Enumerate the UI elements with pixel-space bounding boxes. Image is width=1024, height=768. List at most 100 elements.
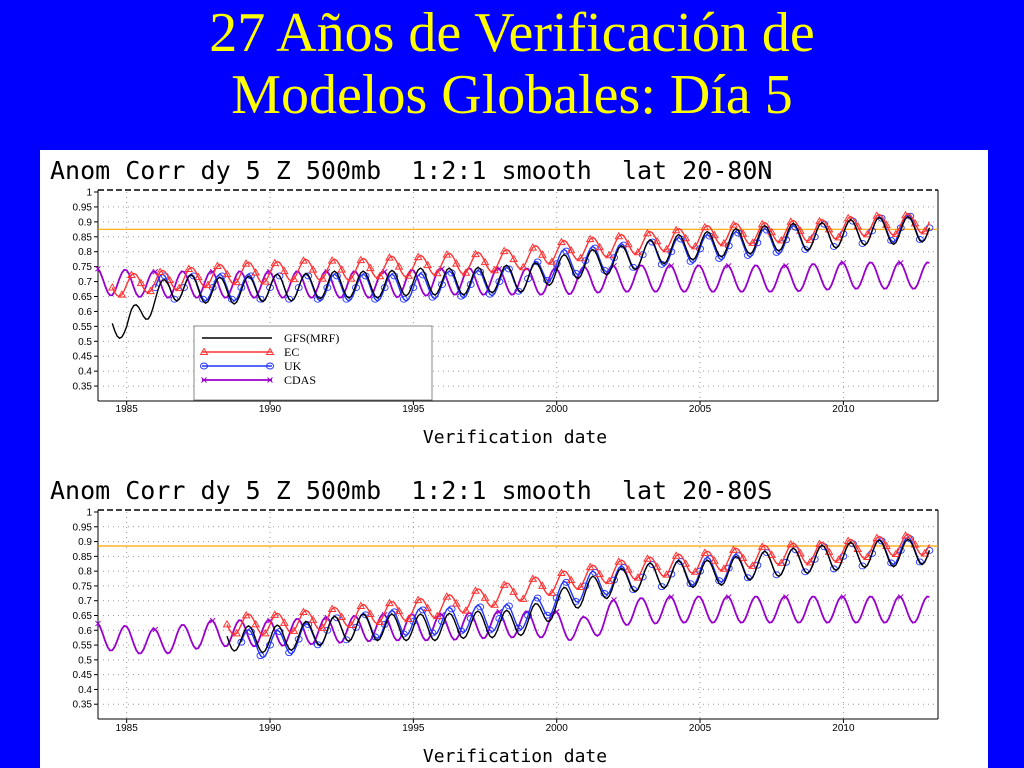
marker-uk (504, 265, 513, 273)
marker-ec (155, 267, 165, 276)
marker-ec (203, 280, 213, 289)
x-axis-label: Verification date (423, 746, 607, 767)
marker-ec (127, 270, 136, 279)
y-tick-label: 0.35 (73, 700, 93, 711)
legend-label: GFS(MRF) (284, 331, 339, 345)
marker-ec (700, 222, 710, 231)
marker-ec (710, 556, 719, 564)
marker-ec (499, 246, 509, 255)
marker-ec (394, 262, 404, 270)
marker-ec (509, 587, 519, 595)
marker-uk (533, 594, 542, 602)
marker-ec (222, 619, 232, 628)
marker-ec (146, 286, 155, 295)
marker-uk (428, 293, 437, 301)
y-tick-label: 0.6 (78, 307, 92, 318)
marker-ec (518, 594, 528, 602)
marker-ec (432, 268, 442, 277)
marker-ec (356, 255, 366, 264)
marker-ec (566, 245, 576, 254)
marker-ec (432, 611, 442, 620)
marker-ec (662, 570, 671, 578)
marker-uk (304, 621, 313, 629)
marker-ec (595, 569, 605, 578)
marker-ec (719, 238, 729, 247)
marker-ec (537, 581, 547, 589)
marker-uk (524, 275, 532, 283)
marker-ec (882, 541, 891, 550)
figure-panel: Anom Corr dy 5 Z 500mb 1:2:1 smooth lat … (40, 150, 988, 768)
x-tick-label: 2010 (832, 723, 855, 734)
marker-cdas (95, 265, 101, 272)
marker-uk (418, 606, 427, 614)
marker-ec (805, 235, 815, 243)
marker-ec (786, 539, 796, 548)
marker-ec (356, 601, 366, 610)
marker-ec (404, 614, 413, 623)
marker-uk (447, 605, 456, 613)
marker-cdas (897, 259, 904, 266)
marker-ec (346, 620, 356, 628)
marker-cdas (725, 262, 732, 269)
marker-ec (920, 548, 929, 557)
marker-ec (862, 552, 872, 560)
y-tick-label: 0.5 (78, 655, 92, 666)
series-line-gfsmrf (111, 215, 931, 340)
marker-ec (232, 277, 241, 286)
marker-ec (251, 619, 261, 628)
marker-uk (199, 295, 208, 303)
marker-cdas (897, 594, 904, 600)
marker-cdas (783, 594, 789, 600)
marker-ec (299, 256, 308, 264)
marker-uk (371, 633, 380, 641)
marker-ec (537, 250, 547, 258)
marker-ec (251, 268, 261, 276)
marker-ec (165, 275, 175, 284)
marker-ec (738, 229, 748, 237)
marker-ec (136, 278, 146, 287)
marker-uk (275, 628, 284, 636)
plot-area: 1 0.95 0.9 0.85 0.8 0.75 0.7 0.65 0.6 0.55 0.5 0.45… (73, 188, 939, 415)
y-tick-label: 1 (86, 188, 92, 199)
chart-southern-hemisphere: Anom Corr dy 5 Z 500mb 1:2:1 smooth lat … (50, 476, 939, 767)
marker-ec (671, 225, 681, 234)
marker-ec (461, 268, 471, 276)
y-tick-label: 0.85 (73, 232, 93, 243)
marker-ec (442, 250, 452, 258)
marker-uk (418, 271, 427, 279)
y-tick-label: 0.5 (78, 337, 92, 348)
marker-ec (423, 260, 433, 269)
marker-ec (394, 606, 404, 615)
marker-ec (480, 593, 490, 601)
marker-ec (805, 557, 815, 566)
marker-ec (614, 557, 624, 565)
marker-uk (438, 617, 446, 625)
marker-ec (509, 254, 519, 263)
marker-cdas (725, 594, 732, 600)
marker-ec (681, 233, 691, 242)
marker-ec (404, 271, 413, 279)
marker-ec (585, 234, 595, 243)
y-tick-label: 0.65 (73, 292, 93, 303)
marker-ec (652, 562, 662, 570)
marker-uk (552, 260, 561, 268)
marker-ec (270, 610, 280, 618)
y-tick-label: 0.6 (78, 626, 92, 637)
marker-ec (757, 542, 767, 550)
y-tick-label: 0.55 (73, 641, 93, 652)
marker-ec (337, 265, 347, 273)
marker-ec (365, 263, 375, 272)
series-line-cdas (97, 261, 930, 299)
y-tick-label: 0.4 (78, 685, 92, 696)
y-tick-label: 0.75 (73, 581, 93, 592)
chart-title: Anom Corr dy 5 Z 500mb 1:2:1 smooth lat … (50, 156, 772, 185)
x-tick-label: 2010 (832, 404, 855, 415)
marker-ec (337, 612, 347, 620)
marker-ec (365, 609, 375, 618)
y-tick-label: 0.9 (78, 217, 92, 228)
marker-ec (451, 599, 461, 607)
y-tick-label: 0.45 (73, 352, 93, 363)
x-tick-label: 1990 (259, 723, 282, 734)
series-line-cdas (97, 595, 930, 655)
marker-ec (633, 573, 643, 581)
